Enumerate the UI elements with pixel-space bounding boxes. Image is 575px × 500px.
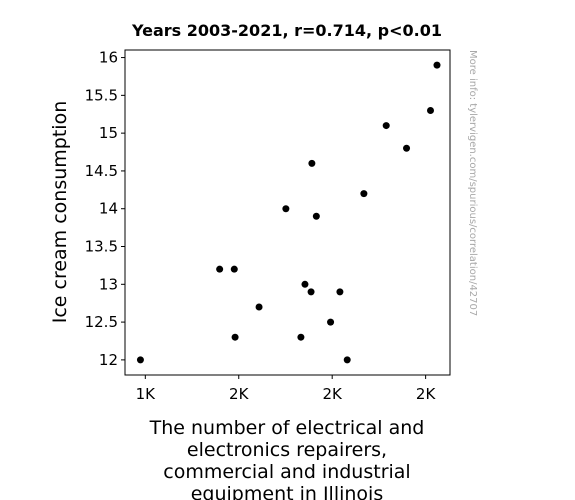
y-tick-label: 12.5 [85,313,118,331]
x-axis-label-line: The number of electrical and [149,417,425,439]
data-point [327,318,335,326]
data-point [216,265,224,273]
data-point [433,61,441,69]
data-point [308,159,316,167]
data-point [360,190,368,198]
x-tick-label: 1K [136,385,157,403]
x-tick-label: 2K [229,385,250,403]
y-tick-label: 14.5 [85,162,118,180]
y-tick-label: 12 [99,351,118,369]
y-tick-label: 15.5 [85,86,118,104]
x-axis-label-line: commercial and industrial [163,461,410,483]
data-point [297,333,305,341]
data-point [343,356,351,364]
data-point [382,122,390,130]
x-tick-label: 2K [322,385,343,403]
x-axis-label-line: electronics repairers, [187,439,387,461]
data-point [136,356,144,364]
data-point [427,106,434,114]
data-point [282,205,290,213]
data-point [231,333,239,341]
y-tick-label: 13 [99,275,118,293]
x-tick-label: 2K [416,385,437,403]
y-axis-label: Ice cream consumption [49,101,71,324]
plot-area [124,49,451,376]
data-point [312,212,320,220]
data-point [255,303,263,311]
data-point [230,265,238,273]
y-tick-label: 16 [99,49,118,67]
x-axis-label: The number of electrical andelectronics … [149,417,425,500]
data-points [136,61,441,364]
y-axis: 12 12.5 13 13.5 14 14.5 15 15.5 16 [85,49,125,369]
chart-title: Years 2003-2021, r=0.714, p<0.01 [131,21,442,40]
y-tick-label: 13.5 [85,238,118,256]
data-point [301,280,309,288]
y-tick-label: 14 [99,200,118,218]
data-point [307,288,315,296]
source-note: More info: tylervigen.com/spurious/corre… [467,50,478,316]
data-point [403,144,411,152]
data-point [336,288,344,296]
x-axis: 1K 2K 2K 2K [136,375,437,403]
x-axis-label-line: equipment in Illinois [191,483,384,500]
y-tick-label: 15 [99,124,118,142]
